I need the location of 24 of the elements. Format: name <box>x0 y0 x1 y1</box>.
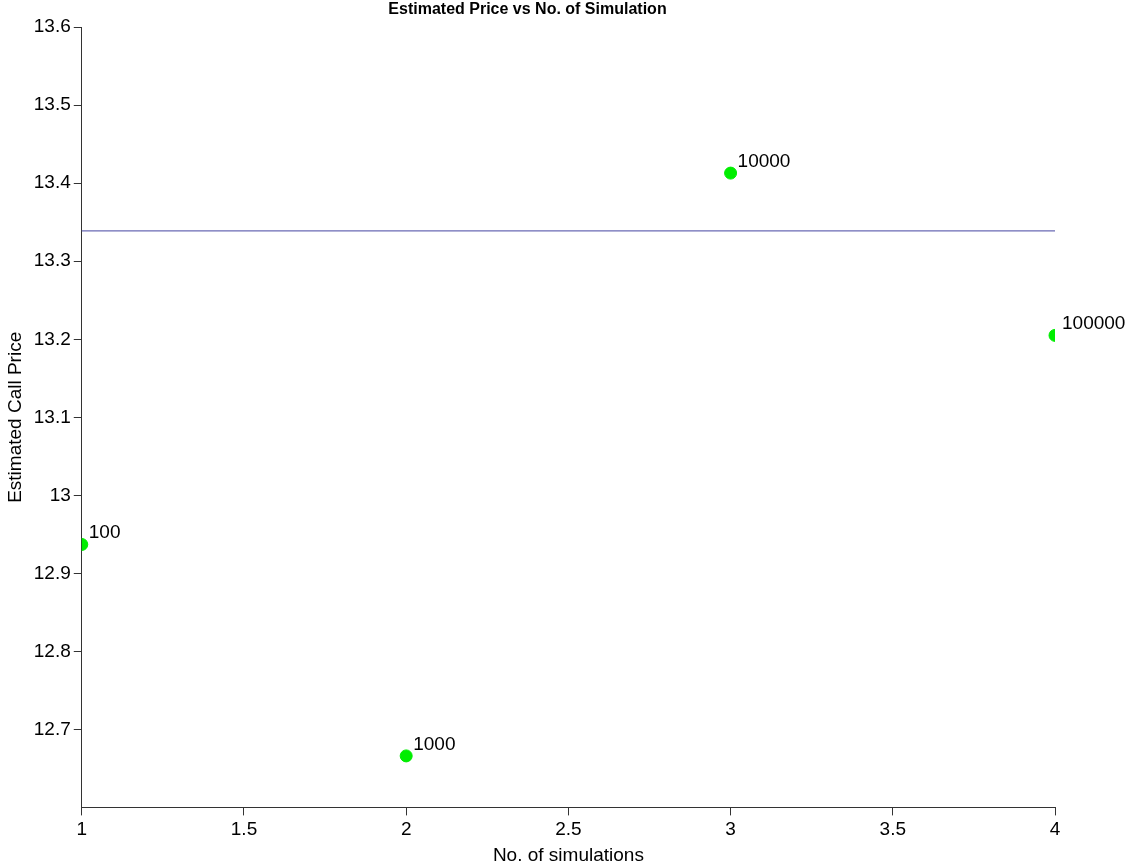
x-tick-label: 1.5 <box>230 818 258 840</box>
annotation: 1000 <box>413 732 456 754</box>
x-tick-label: 2 <box>400 818 412 840</box>
x-tick-label: 4 <box>1049 818 1061 840</box>
annotation: 100 <box>88 521 121 543</box>
y-tick-label: 13.2 <box>33 327 71 349</box>
x-tick-label: 2.5 <box>555 818 582 840</box>
y-tick-label: 13.4 <box>33 171 72 193</box>
y-tick-label: 12.9 <box>33 561 71 583</box>
y-tick-label: 13.1 <box>33 405 71 427</box>
annotation: 100000 <box>1062 312 1126 334</box>
y-tick-label: 13 <box>49 483 71 505</box>
y-tick-label: 12.8 <box>33 639 71 661</box>
x-axis-title: No. of simulations <box>492 843 644 865</box>
x-tick-label: 3 <box>725 818 736 840</box>
y-tick-label: 13.5 <box>33 93 71 115</box>
chart-title: Estimated Price vs No. of Simulation <box>388 0 667 18</box>
y-axis-title: Estimated Call Price <box>3 331 25 503</box>
x-tick-label: 1 <box>76 818 88 840</box>
x-tick-label: 3.5 <box>879 818 907 840</box>
annotation: 10000 <box>737 149 791 171</box>
y-tick-label: 13.6 <box>33 15 71 37</box>
y-tick-label: 12.7 <box>33 717 71 739</box>
y-tick-label: 13.3 <box>33 249 71 271</box>
